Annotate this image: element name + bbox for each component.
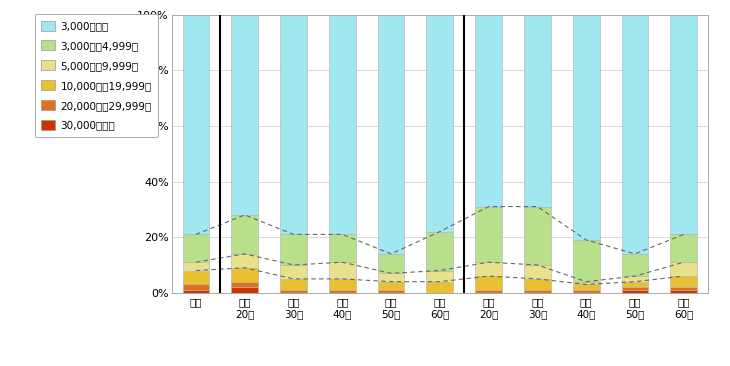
Bar xyxy=(328,262,356,279)
Bar xyxy=(231,268,258,282)
Bar xyxy=(280,234,307,265)
Bar xyxy=(328,279,356,290)
Bar xyxy=(524,15,551,206)
Bar xyxy=(182,15,210,234)
Bar xyxy=(182,270,210,284)
Bar xyxy=(475,15,502,206)
Bar xyxy=(328,234,356,262)
Bar xyxy=(231,282,258,287)
Bar xyxy=(182,284,210,290)
Bar xyxy=(670,287,697,290)
Bar xyxy=(524,206,551,265)
Bar xyxy=(621,276,648,282)
Bar xyxy=(475,206,502,262)
Bar xyxy=(621,287,648,290)
Bar xyxy=(377,282,404,290)
Bar xyxy=(524,279,551,290)
Bar xyxy=(573,282,599,284)
Bar xyxy=(426,15,453,232)
Bar xyxy=(573,240,599,282)
Bar xyxy=(670,290,697,293)
Bar xyxy=(573,290,599,293)
Bar xyxy=(182,262,210,270)
Bar xyxy=(621,282,648,287)
Bar xyxy=(573,284,599,290)
Bar xyxy=(377,254,404,273)
Bar xyxy=(231,15,258,215)
Bar xyxy=(328,290,356,293)
Bar xyxy=(475,290,502,293)
Bar xyxy=(670,262,697,276)
Bar xyxy=(231,215,258,254)
Bar xyxy=(280,265,307,279)
Bar xyxy=(377,15,404,254)
Bar xyxy=(475,262,502,276)
Bar xyxy=(377,273,404,282)
Bar xyxy=(670,234,697,262)
Bar xyxy=(182,234,210,262)
Bar xyxy=(573,15,599,240)
Bar xyxy=(280,290,307,293)
Bar xyxy=(426,232,453,270)
Bar xyxy=(426,270,453,282)
Legend: 3,000円未満, 3,000円～4,999円, 5,000円～9,999円, 10,000円～19,999円, 20,000円～29,999円, 30,000: 3,000円未満, 3,000円～4,999円, 5,000円～9,999円, … xyxy=(34,14,158,137)
Bar xyxy=(426,282,453,293)
Bar xyxy=(670,15,697,234)
Bar xyxy=(524,290,551,293)
Bar xyxy=(475,276,502,290)
Bar xyxy=(182,290,210,293)
Bar xyxy=(377,290,404,293)
Bar xyxy=(524,265,551,279)
Bar xyxy=(231,287,258,293)
Bar xyxy=(621,15,648,254)
Bar xyxy=(280,15,307,234)
Bar xyxy=(670,276,697,287)
Bar xyxy=(280,279,307,290)
Bar xyxy=(621,290,648,293)
Bar xyxy=(621,254,648,276)
Bar xyxy=(231,254,258,268)
Bar xyxy=(328,15,356,234)
